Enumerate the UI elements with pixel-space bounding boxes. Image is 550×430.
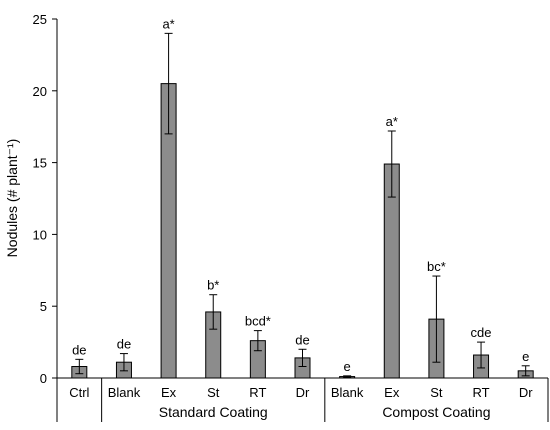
- x-category-label: Ex: [161, 385, 177, 400]
- significance-label: de: [117, 337, 131, 352]
- x-category-label: Ctrl: [69, 385, 89, 400]
- significance-labels-layer: de de a* b* bcd* de e a* bc* cde e: [72, 16, 529, 373]
- x-category-label: Ex: [384, 385, 400, 400]
- y-axis: 0 5 10 15 20 25: [33, 12, 58, 386]
- x-category-label: RT: [472, 385, 489, 400]
- significance-label: de: [295, 332, 309, 347]
- significance-label: a*: [162, 16, 174, 31]
- x-category-label: Dr: [296, 385, 310, 400]
- significance-label: a*: [386, 114, 398, 129]
- y-tick-label: 25: [33, 12, 47, 27]
- significance-label: bcd*: [245, 314, 271, 329]
- y-tick-label: 5: [40, 299, 47, 314]
- significance-label: de: [72, 342, 86, 357]
- x-group-label: Compost Coating: [382, 404, 490, 420]
- significance-label: b*: [207, 278, 219, 293]
- y-tick-label: 20: [33, 84, 47, 99]
- x-group-label: Standard Coating: [159, 404, 268, 420]
- significance-label: e: [522, 349, 529, 364]
- error-bars-layer: [75, 32, 530, 378]
- significance-label: bc*: [427, 259, 446, 274]
- x-category-label: RT: [249, 385, 266, 400]
- y-tick-label: 10: [33, 227, 47, 242]
- significance-label: cde: [471, 325, 492, 340]
- x-category-label: Blank: [331, 385, 364, 400]
- y-tick-label: 0: [40, 371, 47, 386]
- x-category-label: St: [430, 385, 443, 400]
- x-category-label: Blank: [108, 385, 141, 400]
- x-axis: Ctrl Blank Ex St RT Dr Blank Ex St RT Dr Standard C…: [56, 377, 549, 422]
- y-tick-label: 15: [33, 156, 47, 171]
- bars-layer: [71, 83, 534, 379]
- x-category-label: Dr: [519, 385, 533, 400]
- significance-label: e: [344, 359, 351, 374]
- y-axis-title: Nodules (# plant⁻¹): [4, 139, 20, 258]
- x-category-label: St: [207, 385, 220, 400]
